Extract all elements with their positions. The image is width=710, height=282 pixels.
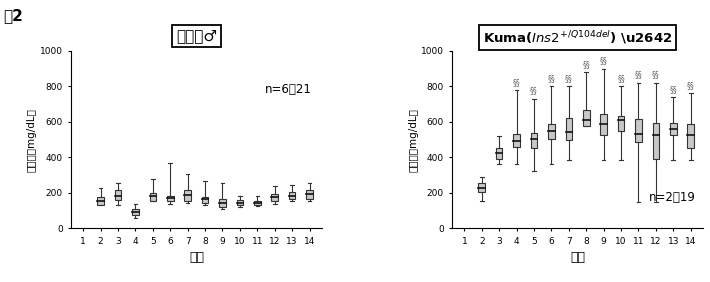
Bar <box>185 190 191 201</box>
Text: §§: §§ <box>513 78 520 87</box>
Text: §§: §§ <box>635 70 643 80</box>
Bar <box>97 197 104 205</box>
Text: §§: §§ <box>687 81 694 90</box>
Bar <box>479 183 485 192</box>
Bar <box>115 190 121 200</box>
Bar <box>635 119 642 142</box>
Text: §§: §§ <box>547 74 555 83</box>
Bar <box>601 114 607 135</box>
Text: §§: §§ <box>617 74 625 83</box>
Bar <box>565 118 572 140</box>
Text: §§: §§ <box>530 87 538 96</box>
Text: §§: §§ <box>582 60 590 69</box>
Bar <box>271 194 278 201</box>
Bar <box>289 192 295 199</box>
Text: 図2: 図2 <box>4 8 23 23</box>
Bar <box>530 133 537 148</box>
Text: n=6～21: n=6～21 <box>265 83 312 96</box>
Bar <box>583 110 589 126</box>
Bar <box>306 190 313 199</box>
Bar <box>652 123 659 159</box>
Bar <box>670 123 677 135</box>
Bar <box>236 200 244 205</box>
Y-axis label: 血糖値（mg/dL）: 血糖値（mg/dL） <box>27 108 37 171</box>
Bar <box>548 124 555 139</box>
Bar <box>687 124 694 147</box>
Bar <box>150 193 156 201</box>
Bar <box>167 195 173 201</box>
Bar <box>132 209 138 215</box>
Text: n=2～19: n=2～19 <box>648 191 695 204</box>
Bar <box>219 199 226 207</box>
Title: Kuma($\mathit{Ins2}^{+/Q104del}$) \u2642: Kuma($\mathit{Ins2}^{+/Q104del}$) \u2642 <box>483 29 672 46</box>
Bar <box>202 197 209 203</box>
Text: §§: §§ <box>670 85 677 94</box>
Text: §§: §§ <box>652 70 660 80</box>
Text: §§: §§ <box>565 74 573 83</box>
Bar <box>618 116 624 131</box>
Text: 野生型♂: 野生型♂ <box>176 29 217 44</box>
X-axis label: 週齢: 週齢 <box>189 251 204 264</box>
Bar <box>496 148 503 159</box>
Text: §§: §§ <box>600 56 608 65</box>
Bar <box>254 201 261 205</box>
Y-axis label: 血糖値（mg/dL）: 血糖値（mg/dL） <box>408 108 418 171</box>
Bar <box>513 134 520 147</box>
X-axis label: 週齢: 週齢 <box>570 251 585 264</box>
